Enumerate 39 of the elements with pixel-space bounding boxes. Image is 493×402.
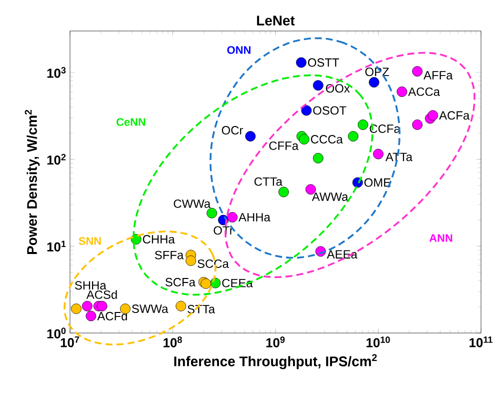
annotation: ATTa [385,152,412,162]
annotation: CCCa [310,135,343,144]
annotation: SCFa [165,278,196,286]
x-tick-label: 10$^{11}$ [470,336,492,348]
annotation: ACCa [408,87,440,96]
chart-title: LeNet [257,16,295,26]
annotation: OSOT [313,106,346,115]
text: ANN [429,234,452,242]
annotation: OOx [326,84,350,93]
annotation: OSTT [308,58,340,67]
annotation: AHHa [238,213,270,222]
annotation: SCCa [198,259,229,268]
annotation: ACFd [97,312,127,320]
annotation: SWWa [132,304,168,314]
annotation: ACFa [439,111,470,120]
annotation: AWWa [312,192,348,201]
y-tick-label: 10$^{0}$ [47,328,66,338]
annotation: OME [364,178,391,187]
y-tick-label: 10$^{2}$ [47,154,66,165]
annotation: SFFa [154,250,184,260]
x-tick-label: 10$^{7}$ [60,336,80,348]
y-tick-label: 10$^{1}$ [47,240,66,252]
annotation: ACSd [86,290,117,299]
text: CeNN [116,118,146,126]
y-tick-label: 10$^{3}$ [47,67,66,78]
x-tick-label: 10$^{9}$ [266,336,285,348]
x-axis-title: Inference Throughput, IPS/cm$^{2}$ [174,354,377,370]
annotation: CHHa [142,235,175,244]
annotation: OCr [222,126,244,135]
annotation: SHHa [74,281,106,290]
text: SNN [78,237,101,245]
annotation: AFFa [424,71,453,80]
x-tick-label: 10$^{10}$ [366,336,390,348]
x-tick-label: 10$^{8}$ [164,336,182,348]
text: ONN [227,46,250,54]
annotation: CTTa [254,177,282,186]
annotation: CFFa [269,141,299,150]
y-axis-title: Power Density, W/cm$^{2}$ [24,110,40,254]
annotation: CWWa [174,199,211,208]
